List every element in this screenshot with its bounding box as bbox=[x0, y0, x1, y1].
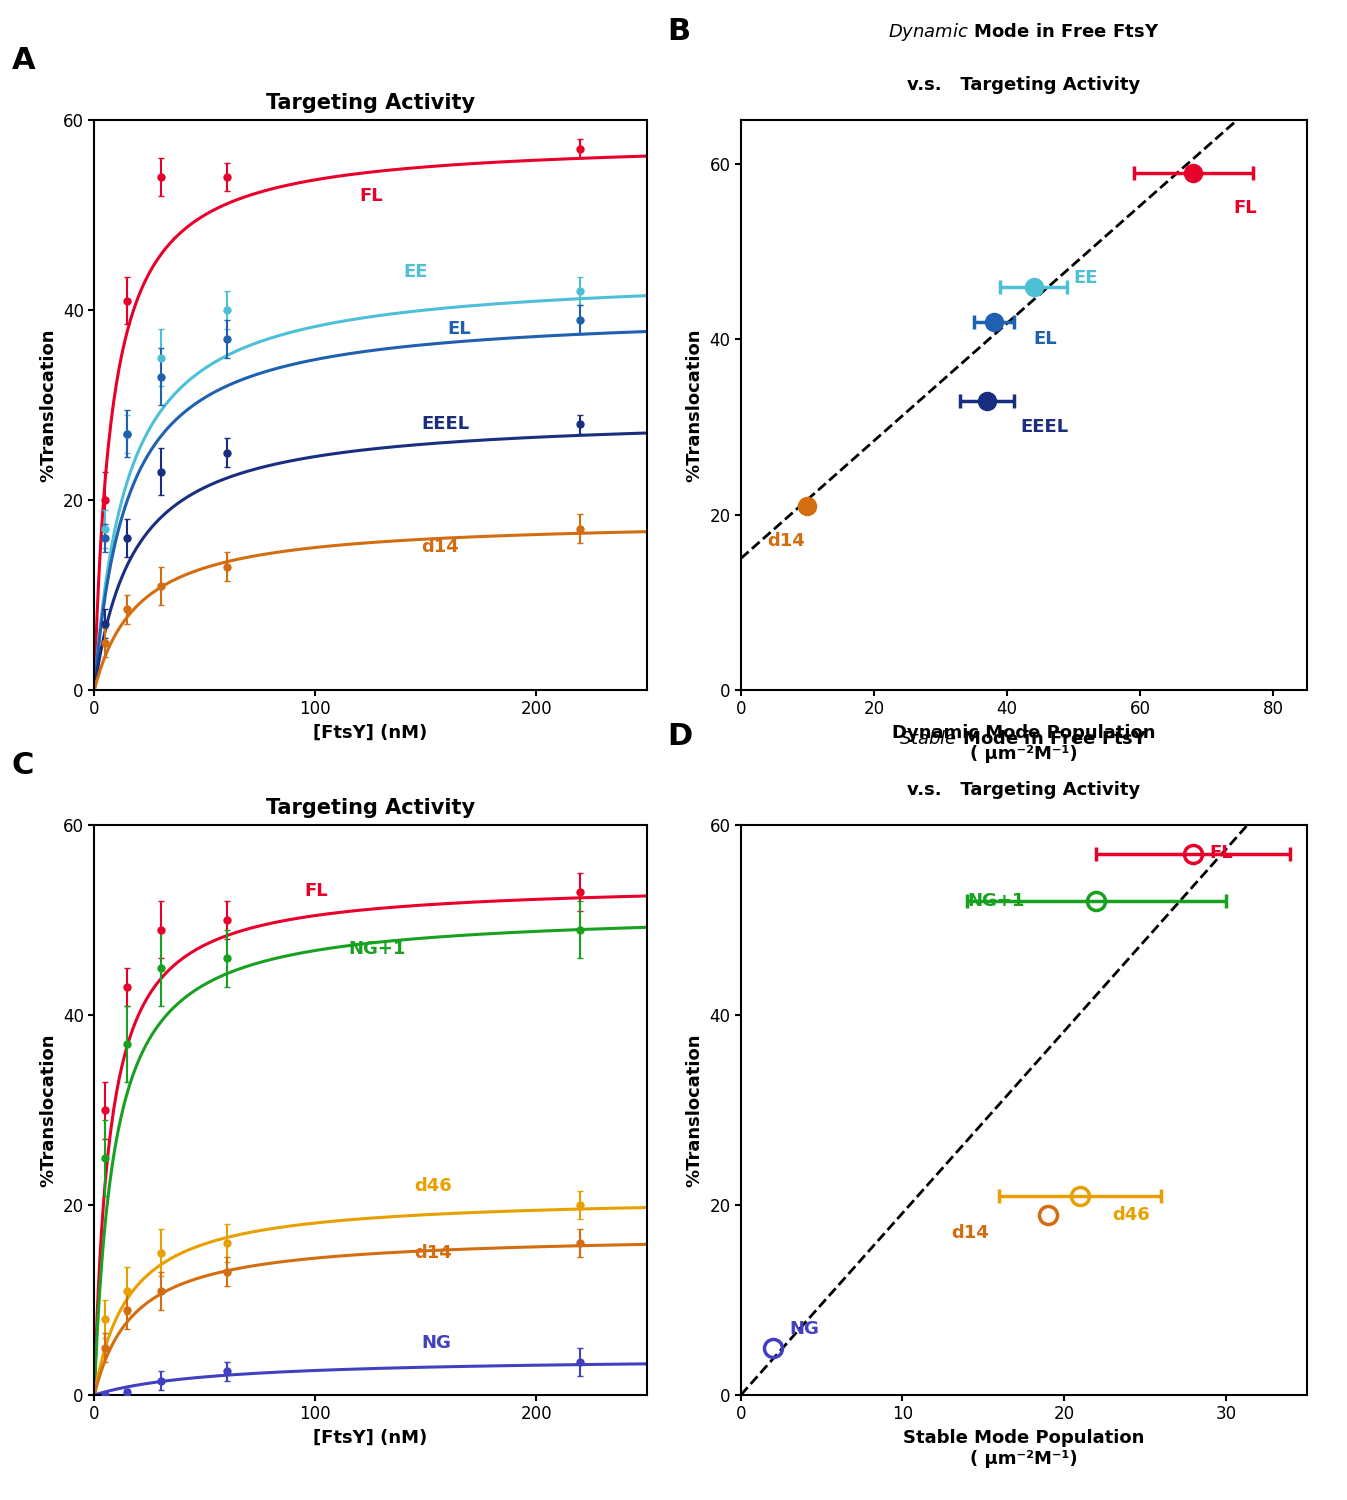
Y-axis label: %Translocation: %Translocation bbox=[39, 328, 57, 482]
Text: EL: EL bbox=[447, 320, 471, 338]
Y-axis label: %Translocation: %Translocation bbox=[39, 1034, 57, 1187]
Y-axis label: %Translocation: %Translocation bbox=[686, 328, 703, 482]
Title: Targeting Activity: Targeting Activity bbox=[265, 798, 475, 818]
Text: D: D bbox=[667, 723, 692, 752]
Text: d46: d46 bbox=[1113, 1206, 1150, 1224]
X-axis label: [FtsY] (nM): [FtsY] (nM) bbox=[314, 1430, 427, 1448]
Text: EL: EL bbox=[1033, 330, 1057, 348]
Text: NG+1: NG+1 bbox=[967, 892, 1025, 910]
X-axis label: [FtsY] (nM): [FtsY] (nM) bbox=[314, 724, 427, 742]
Text: d46: d46 bbox=[415, 1178, 453, 1196]
Text: EEEL: EEEL bbox=[422, 416, 469, 434]
X-axis label: Dynamic Mode Population
( μm⁻²M⁻¹): Dynamic Mode Population ( μm⁻²M⁻¹) bbox=[892, 724, 1156, 764]
Text: NG+1: NG+1 bbox=[349, 939, 405, 957]
Text: d14: d14 bbox=[422, 538, 459, 556]
Text: NG: NG bbox=[422, 1334, 451, 1352]
Text: d14: d14 bbox=[415, 1244, 453, 1262]
Text: FL: FL bbox=[1234, 198, 1257, 216]
Text: d14: d14 bbox=[951, 1224, 989, 1242]
Text: d14: d14 bbox=[768, 532, 806, 550]
Y-axis label: %Translocation: %Translocation bbox=[686, 1034, 703, 1187]
Text: B: B bbox=[667, 18, 691, 46]
Text: NG: NG bbox=[789, 1320, 819, 1338]
Title: Targeting Activity: Targeting Activity bbox=[265, 93, 475, 112]
Text: FL: FL bbox=[1210, 844, 1234, 862]
Text: FL: FL bbox=[304, 882, 327, 900]
Text: C: C bbox=[12, 752, 34, 780]
Text: v.s.   Targeting Activity: v.s. Targeting Activity bbox=[907, 76, 1141, 94]
Text: A: A bbox=[12, 46, 35, 75]
Text: EE: EE bbox=[404, 262, 428, 280]
Text: v.s.   Targeting Activity: v.s. Targeting Activity bbox=[907, 782, 1141, 800]
Text: $\mathit{Stable}$ Mode in Free FtsY: $\mathit{Stable}$ Mode in Free FtsY bbox=[900, 730, 1148, 748]
Text: FL: FL bbox=[360, 188, 383, 206]
Text: $\mathit{Dynamic}$ Mode in Free FtsY: $\mathit{Dynamic}$ Mode in Free FtsY bbox=[888, 21, 1160, 44]
X-axis label: Stable Mode Population
( μm⁻²M⁻¹): Stable Mode Population ( μm⁻²M⁻¹) bbox=[902, 1430, 1145, 1468]
Text: EE: EE bbox=[1074, 268, 1098, 286]
Text: EEEL: EEEL bbox=[1021, 419, 1068, 436]
